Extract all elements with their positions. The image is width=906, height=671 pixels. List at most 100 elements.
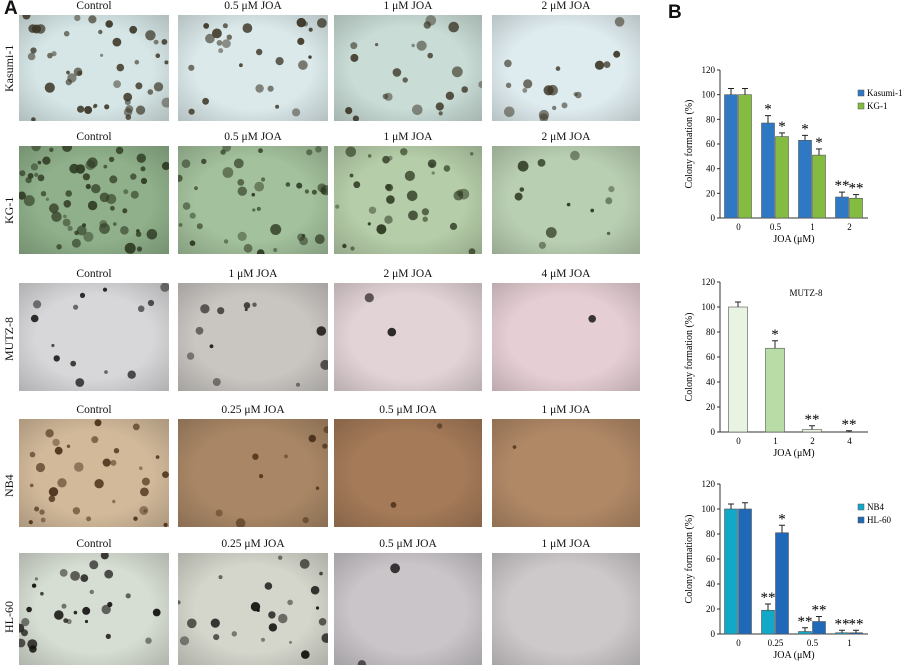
colony-photo-mutz-8 (178, 283, 328, 391)
row-label-kasumi-1: Kasumi-1 (2, 44, 16, 92)
colony-photo-hl-60 (492, 553, 640, 665)
condition-label: Control (76, 268, 112, 280)
significance-mark: ** (835, 616, 850, 632)
legend-label: HL-60 (867, 515, 891, 525)
x-tick-label: 4 (847, 436, 852, 446)
colony-photo-nb4 (19, 419, 169, 527)
colony-photo-kg-1 (178, 146, 328, 254)
significance-mark: * (778, 119, 786, 135)
bar (761, 122, 775, 219)
y-tick-label: 60 (706, 352, 716, 362)
row-label-mutz-8: MUTZ-8 (2, 317, 16, 361)
condition-label: 0.25 μM JOA (221, 538, 285, 550)
x-tick-label: 0 (736, 222, 741, 232)
condition-label: 1 μM JOA (383, 131, 433, 143)
bar (724, 508, 738, 635)
x-tick-label: 2 (847, 222, 852, 232)
colony-photo-hl-60 (19, 553, 169, 665)
condition-label: 0.5 μM JOA (224, 0, 282, 12)
condition-label: Control (76, 404, 112, 416)
significance-mark: * (764, 102, 772, 118)
y-tick-label: 80 (706, 114, 716, 124)
y-tick-label: 40 (706, 579, 716, 589)
bar (728, 306, 748, 433)
condition-label: Control (76, 0, 112, 12)
bar (798, 140, 812, 219)
y-tick-label: 120 (702, 479, 716, 489)
row-label-hl-60: HL-60 (2, 601, 16, 633)
bar (798, 631, 812, 635)
colony-photo-mutz-8 (492, 283, 640, 391)
legend-swatch (857, 516, 865, 524)
condition-label: 1 μM JOA (541, 538, 591, 550)
y-tick-label: 120 (702, 277, 716, 287)
colony-photo-hl-60 (334, 553, 482, 665)
significance-mark: ** (835, 178, 850, 194)
significance-mark: ** (842, 417, 857, 433)
y-tick-label: 20 (706, 604, 716, 614)
legend-swatch (857, 102, 865, 110)
y-tick-label: 20 (706, 188, 716, 198)
colony-photo-nb4 (334, 419, 482, 527)
x-tick-label: 0.5 (807, 638, 819, 648)
significance-mark: * (815, 135, 823, 151)
legend-swatch (857, 89, 865, 97)
colony-photo-kg-1 (19, 146, 169, 254)
condition-label: 1 μM JOA (228, 268, 278, 280)
y-tick-label: 0 (711, 427, 716, 437)
significance-mark: ** (849, 616, 864, 632)
y-tick-label: 80 (706, 327, 716, 337)
bar (765, 347, 785, 433)
panel-a-label: A (4, 0, 18, 19)
bar (835, 632, 849, 635)
x-tick-label: 0 (736, 638, 741, 648)
y-axis-label: Colony formation (%) (684, 100, 695, 189)
y-axis-label: Colony formation (%) (684, 313, 695, 402)
x-tick-label: 1 (810, 222, 815, 232)
condition-label: 2 μM JOA (383, 268, 433, 280)
x-tick-label: 1 (847, 638, 852, 648)
y-tick-label: 80 (706, 529, 716, 539)
colony-photo-hl-60 (178, 553, 328, 665)
colony-photo-kg-1 (334, 146, 482, 254)
condition-label: 1 μM JOA (383, 0, 433, 12)
bar (835, 196, 849, 219)
colony-photo-kasumi-1 (19, 15, 169, 121)
condition-label: 0.5 μM JOA (379, 538, 437, 550)
bar (738, 94, 752, 219)
colony-photo-kg-1 (492, 146, 640, 254)
legend-label: NB4 (867, 502, 885, 512)
x-tick-label: 0.25 (768, 638, 784, 648)
chart-nb4-hl60: 0 20 40 60 80 100 120 Colony formation (%) JOA (… (684, 479, 891, 661)
significance-mark: ** (805, 412, 820, 428)
y-tick-label: 100 (702, 302, 716, 312)
bar (775, 532, 789, 635)
x-tick-label: 2 (810, 436, 815, 446)
significance-mark: * (771, 327, 779, 343)
x-axis-label: JOA (μM) (773, 448, 814, 459)
condition-label: Control (76, 538, 112, 550)
x-tick-label: 0 (736, 436, 741, 446)
bar (849, 197, 863, 219)
condition-label: 0.5 μM JOA (379, 404, 437, 416)
condition-label: Control (76, 131, 112, 143)
y-axis-label: Colony formation (%) (684, 515, 695, 604)
colony-photo-mutz-8 (19, 283, 169, 391)
bar (724, 94, 738, 219)
row-label-nb4: NB4 (2, 474, 16, 497)
condition-label: 0.5 μM JOA (224, 131, 282, 143)
bar (812, 154, 826, 219)
condition-label: 0.25 μM JOA (221, 404, 285, 416)
condition-label: 2 μM JOA (541, 131, 591, 143)
y-tick-label: 100 (702, 504, 716, 514)
x-tick-label: 1 (773, 436, 778, 446)
colony-photo-kasumi-1 (178, 15, 328, 121)
condition-label: 2 μM JOA (541, 0, 591, 12)
chart-title: MUTZ-8 (790, 288, 823, 298)
y-tick-label: 40 (706, 377, 716, 387)
bar (738, 508, 752, 635)
x-axis-label: JOA (μM) (773, 650, 814, 661)
y-tick-label: 0 (711, 629, 716, 639)
